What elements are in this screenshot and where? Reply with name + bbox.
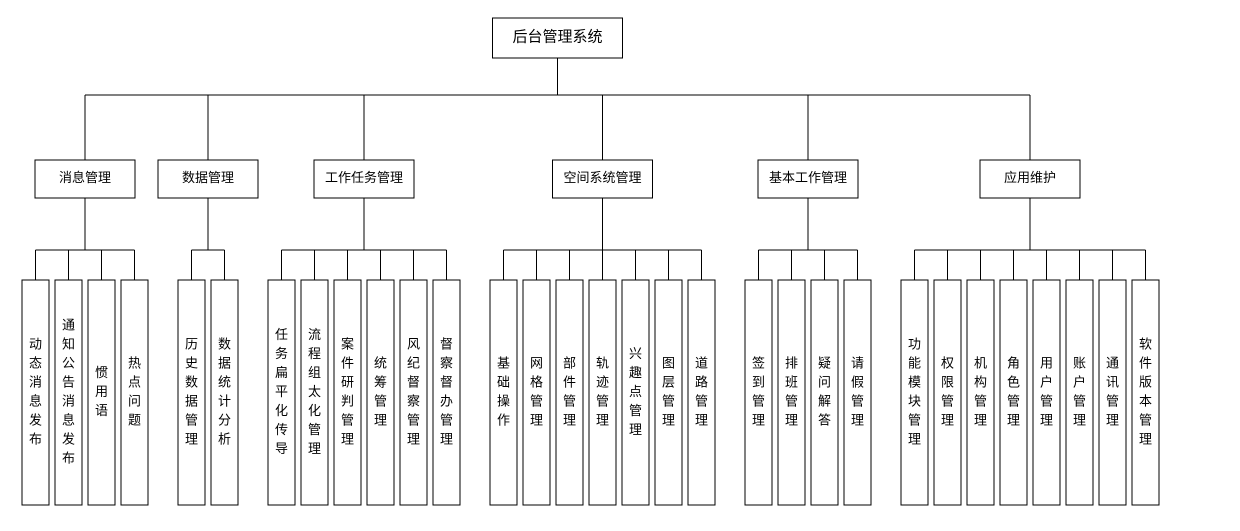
- leaf-node: 基础操作: [490, 280, 517, 505]
- category-node: 应用维护: [980, 160, 1080, 198]
- leaf-label: 惯用语: [95, 365, 108, 418]
- leaf-node: 部件管理: [556, 280, 583, 505]
- leaf-node: 任务扁平化传导: [268, 280, 295, 505]
- leaf-node: 督察督办管理: [433, 280, 460, 505]
- leaf-node: 惯用语: [88, 280, 115, 505]
- root-node: 后台管理系统: [493, 18, 623, 58]
- leaf-node: 用户管理: [1033, 280, 1060, 505]
- leaf-node: 排班管理: [778, 280, 805, 505]
- leaf-node: 热点问题: [121, 280, 148, 505]
- leaf-label: 兴趣点管理: [629, 346, 642, 437]
- category-node: 工作任务管理: [314, 160, 414, 198]
- category-node: 数据管理: [158, 160, 258, 198]
- category-node: 空间系统管理: [553, 160, 653, 198]
- leaf-node: 历史数据管理: [178, 280, 205, 505]
- leaf-node: 道路管理: [688, 280, 715, 505]
- leaf-node: 请假管理: [844, 280, 871, 505]
- category-label: 应用维护: [1004, 170, 1056, 185]
- category-node: 基本工作管理: [758, 160, 858, 198]
- leaf-node: 通知公告消息发布: [55, 280, 82, 505]
- leaf-node: 机构管理: [967, 280, 994, 505]
- leaf-node: 流程组太化管理: [301, 280, 328, 505]
- category-label: 数据管理: [182, 170, 234, 185]
- leaf-node: 风纪督察管理: [400, 280, 427, 505]
- leaf-node: 角色管理: [1000, 280, 1027, 505]
- leaf-node: 签到管理: [745, 280, 772, 505]
- leaf-node: 统筹管理: [367, 280, 394, 505]
- leaf-node: 图层管理: [655, 280, 682, 505]
- category-label: 基本工作管理: [769, 170, 847, 185]
- leaf-node: 轨迹管理: [589, 280, 616, 505]
- leaf-node: 动态消息发布: [22, 280, 49, 505]
- category-node: 消息管理: [35, 160, 135, 198]
- root-label: 后台管理系统: [512, 28, 602, 45]
- leaf-label: 流程组太化管理: [308, 327, 321, 456]
- leaf-node: 权限管理: [934, 280, 961, 505]
- leaf-node: 软件版本管理: [1132, 280, 1159, 505]
- category-label: 消息管理: [59, 170, 111, 185]
- leaf-label: 任务扁平化传导: [275, 327, 288, 456]
- leaf-node: 功能模块管理: [901, 280, 928, 505]
- leaf-node: 疑问解答: [811, 280, 838, 505]
- category-label: 工作任务管理: [325, 170, 403, 185]
- leaf-node: 账户管理: [1066, 280, 1093, 505]
- leaf-node: 通讯管理: [1099, 280, 1126, 505]
- leaf-node: 数据统计分析: [211, 280, 238, 505]
- leaf-node: 兴趣点管理: [622, 280, 649, 505]
- category-label: 空间系统管理: [563, 170, 641, 185]
- leaf-node: 网格管理: [523, 280, 550, 505]
- leaf-node: 案件研判管理: [334, 280, 361, 505]
